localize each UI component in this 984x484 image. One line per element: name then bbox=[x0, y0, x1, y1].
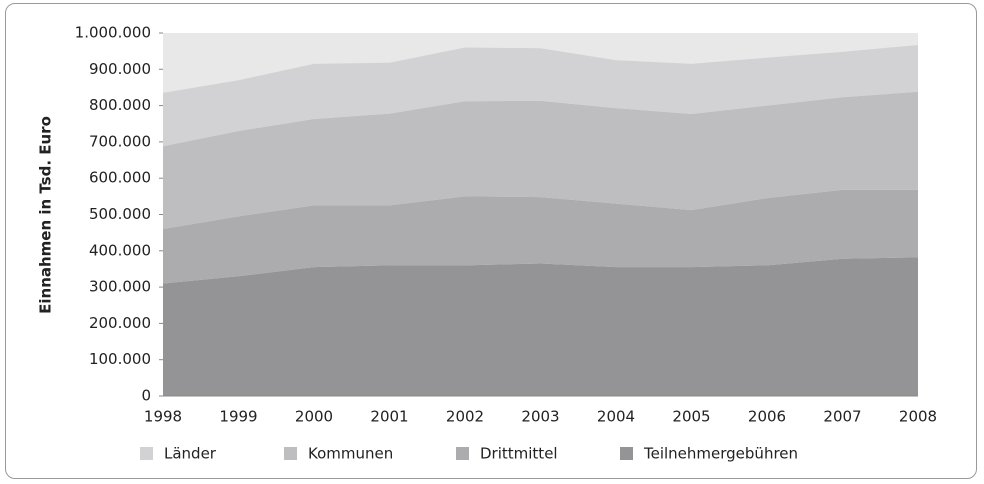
area bbox=[163, 257, 918, 396]
y-tick-label: 200.000 bbox=[89, 314, 151, 332]
x-tick-label: 1998 bbox=[144, 408, 182, 426]
y-tick-label: 700.000 bbox=[89, 132, 151, 150]
legend-label: Länder bbox=[164, 445, 217, 463]
y-tick-label: 1.000.000 bbox=[75, 24, 151, 42]
x-tick-label: 2003 bbox=[521, 408, 559, 426]
legend-label: Drittmittel bbox=[480, 445, 558, 463]
area bbox=[163, 44, 918, 147]
y-tick-label: 900.000 bbox=[89, 60, 151, 78]
y-tick-label: 600.000 bbox=[89, 169, 151, 187]
x-tick-label: 2000 bbox=[295, 408, 333, 426]
y-tick-label: 500.000 bbox=[89, 205, 151, 223]
y-tick-label: 0 bbox=[141, 387, 151, 405]
y-axis-title: Einnahmen in Tsd. Euro bbox=[37, 116, 55, 314]
x-tick-label: 1999 bbox=[219, 408, 257, 426]
legend-swatch bbox=[284, 447, 297, 460]
x-tick-label: 2006 bbox=[748, 408, 786, 426]
x-tick-label: 2008 bbox=[899, 408, 937, 426]
x-tick-label: 2001 bbox=[370, 408, 408, 426]
y-tick-label: 100.000 bbox=[89, 350, 151, 368]
legend-swatch bbox=[456, 447, 469, 460]
y-tick-label: 300.000 bbox=[89, 278, 151, 296]
x-tick-label: 2007 bbox=[823, 408, 861, 426]
area bbox=[163, 189, 918, 284]
x-tick-label: 2002 bbox=[446, 408, 484, 426]
y-tick-label: 800.000 bbox=[89, 96, 151, 114]
legend-swatch bbox=[140, 447, 153, 460]
x-tick-label: 2005 bbox=[672, 408, 710, 426]
legend-label: Teilnehmergebühren bbox=[643, 445, 798, 463]
legend-swatch bbox=[620, 447, 633, 460]
x-tick-label: 2004 bbox=[597, 408, 635, 426]
area bbox=[163, 91, 918, 230]
frame bbox=[5, 3, 977, 479]
y-tick-label: 400.000 bbox=[89, 241, 151, 259]
legend-label: Kommunen bbox=[308, 445, 393, 463]
